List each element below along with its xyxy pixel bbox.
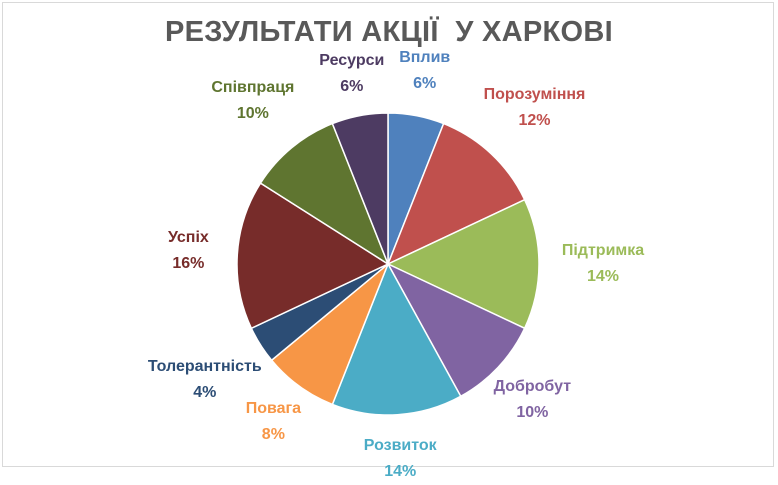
slice-label-percent: 8% bbox=[261, 425, 285, 443]
pie-slice-10 bbox=[331, 112, 389, 265]
slice-label-percent: 6% bbox=[340, 78, 364, 96]
slice-label-2: Порозуміння 12% bbox=[484, 82, 586, 134]
slice-label-percent: 16% bbox=[172, 255, 205, 273]
slice-label-5: Розвиток 14% bbox=[364, 433, 437, 485]
slice-label-percent: 12% bbox=[518, 112, 551, 129]
slice-label-9: Співпраця 10% bbox=[211, 75, 294, 127]
pie-slice-2 bbox=[386, 122, 526, 266]
slice-label-name: Ресурси bbox=[319, 52, 385, 70]
slice-label-name: Розвиток bbox=[363, 436, 437, 454]
slice-label-name: Вплив bbox=[399, 49, 451, 67]
slice-label-percent: 14% bbox=[384, 462, 417, 480]
slice-label-8: Успіх 16% bbox=[168, 225, 209, 277]
slice-label-4: Добробут 10% bbox=[494, 374, 571, 426]
slice-label-percent: 14% bbox=[586, 268, 620, 285]
slice-label-name: Толерантність bbox=[147, 358, 262, 376]
pie-slice-9 bbox=[259, 122, 390, 266]
pie-slice-3 bbox=[386, 198, 540, 330]
pie-chart bbox=[236, 112, 540, 416]
slice-label-name: Співпраця bbox=[211, 78, 295, 96]
slice-label-percent: 10% bbox=[516, 403, 549, 421]
slice-label-6: Повага 8% bbox=[246, 396, 301, 448]
slice-label-1: Вплив 6% bbox=[399, 45, 450, 97]
slice-label-percent: 10% bbox=[236, 104, 269, 122]
slice-label-3: Підтримка 14% bbox=[562, 238, 644, 290]
slice-label-name: Успіх bbox=[167, 229, 209, 247]
slice-label-10: Ресурси 6% bbox=[319, 48, 384, 100]
slice-label-percent: 6% bbox=[413, 75, 437, 93]
pie-slice-4 bbox=[386, 262, 526, 398]
pie-slice-8 bbox=[236, 182, 390, 330]
slice-label-name: Порозуміння bbox=[483, 86, 586, 103]
slice-label-7: Толерантність 4% bbox=[148, 354, 262, 406]
slice-label-name: Повага bbox=[245, 399, 302, 417]
chart-title: РЕЗУЛЬТАТИ АКЦІЇ У ХАРКОВІ bbox=[164, 16, 614, 48]
slice-label-percent: 4% bbox=[193, 384, 217, 402]
pie-slice-5 bbox=[331, 262, 462, 416]
slice-label-name: Добробут bbox=[493, 377, 572, 395]
slice-label-name: Підтримка bbox=[561, 242, 645, 259]
